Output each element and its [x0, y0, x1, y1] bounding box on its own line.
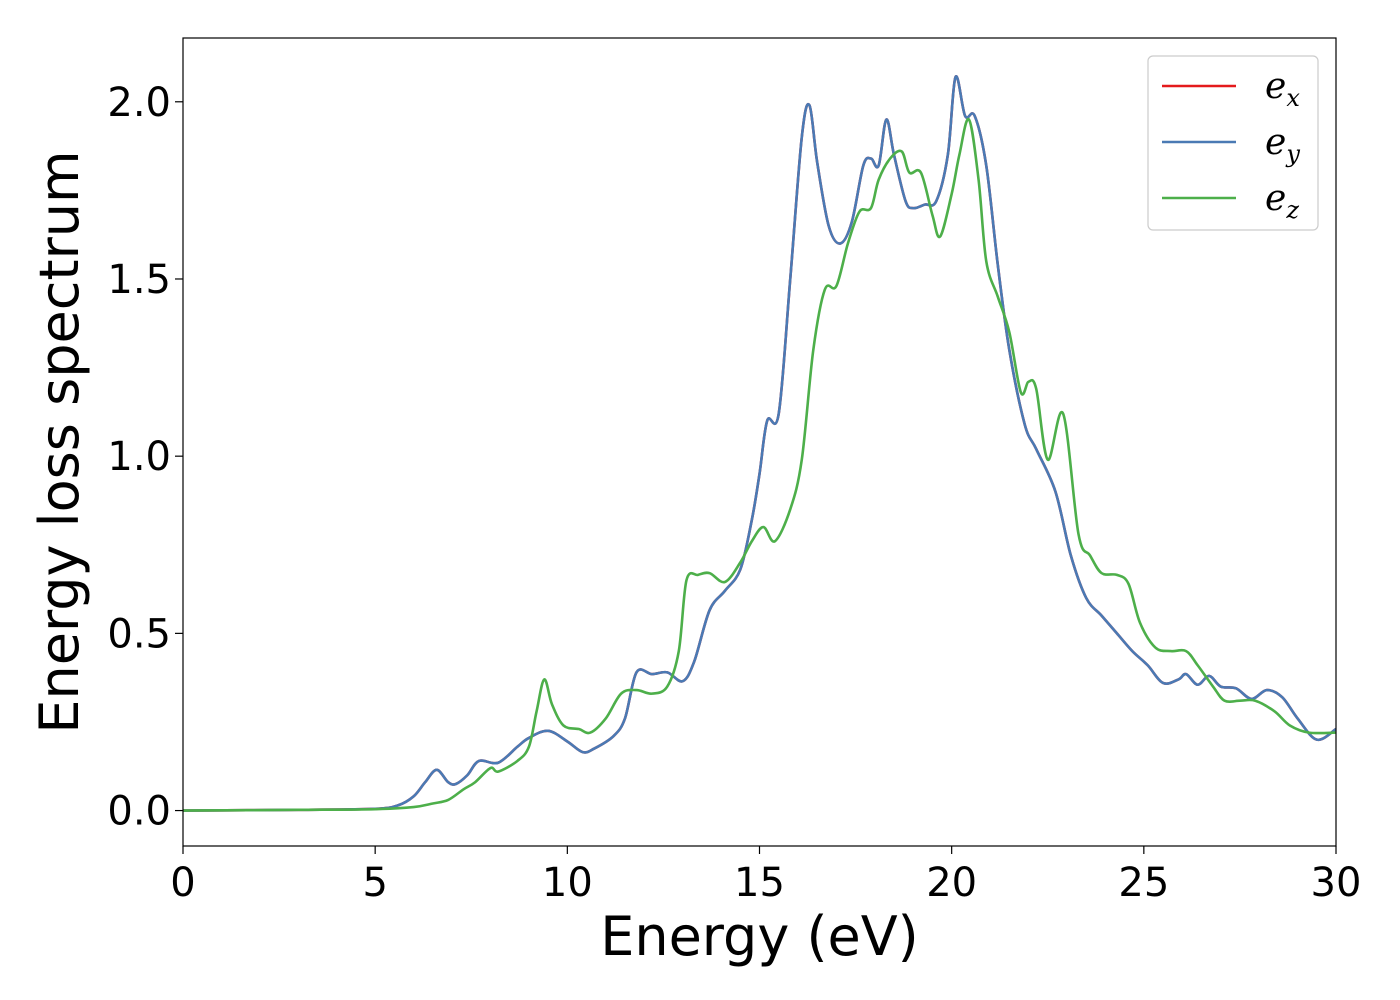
legend: ex ey ez — [1147, 55, 1319, 231]
x-tick-label: 15 — [734, 860, 785, 906]
x-tick-label: 20 — [926, 860, 977, 906]
series-line-ey — [183, 75, 1336, 812]
legend-label-ey: ey — [1265, 122, 1300, 168]
legend-label-ez: ez — [1265, 178, 1299, 224]
y-tick-label: 0.0 — [107, 789, 171, 835]
plot-lines — [183, 75, 1336, 812]
legend-label-ex: ex — [1265, 66, 1300, 112]
y-tick-label: 1.0 — [107, 434, 171, 480]
series-line-ez — [183, 118, 1336, 812]
x-axis-title: Energy (eV) — [600, 905, 919, 968]
y-tick-label: 0.5 — [107, 611, 171, 657]
y-tick-label: 1.5 — [107, 257, 171, 303]
x-tick-label: 25 — [1118, 860, 1169, 906]
x-tick-label: 10 — [542, 860, 593, 906]
x-tick-label: 5 — [362, 860, 387, 906]
x-tick-label: 0 — [170, 860, 195, 906]
y-tick-label: 2.0 — [107, 80, 171, 126]
y-axis-title: Energy loss spectrum — [28, 150, 91, 733]
x-tick-label: 30 — [1311, 860, 1362, 906]
axis-ticks: 0 5 10 15 20 25 30 0.0 0.5 1.0 1.5 2.0 — [107, 80, 1361, 906]
